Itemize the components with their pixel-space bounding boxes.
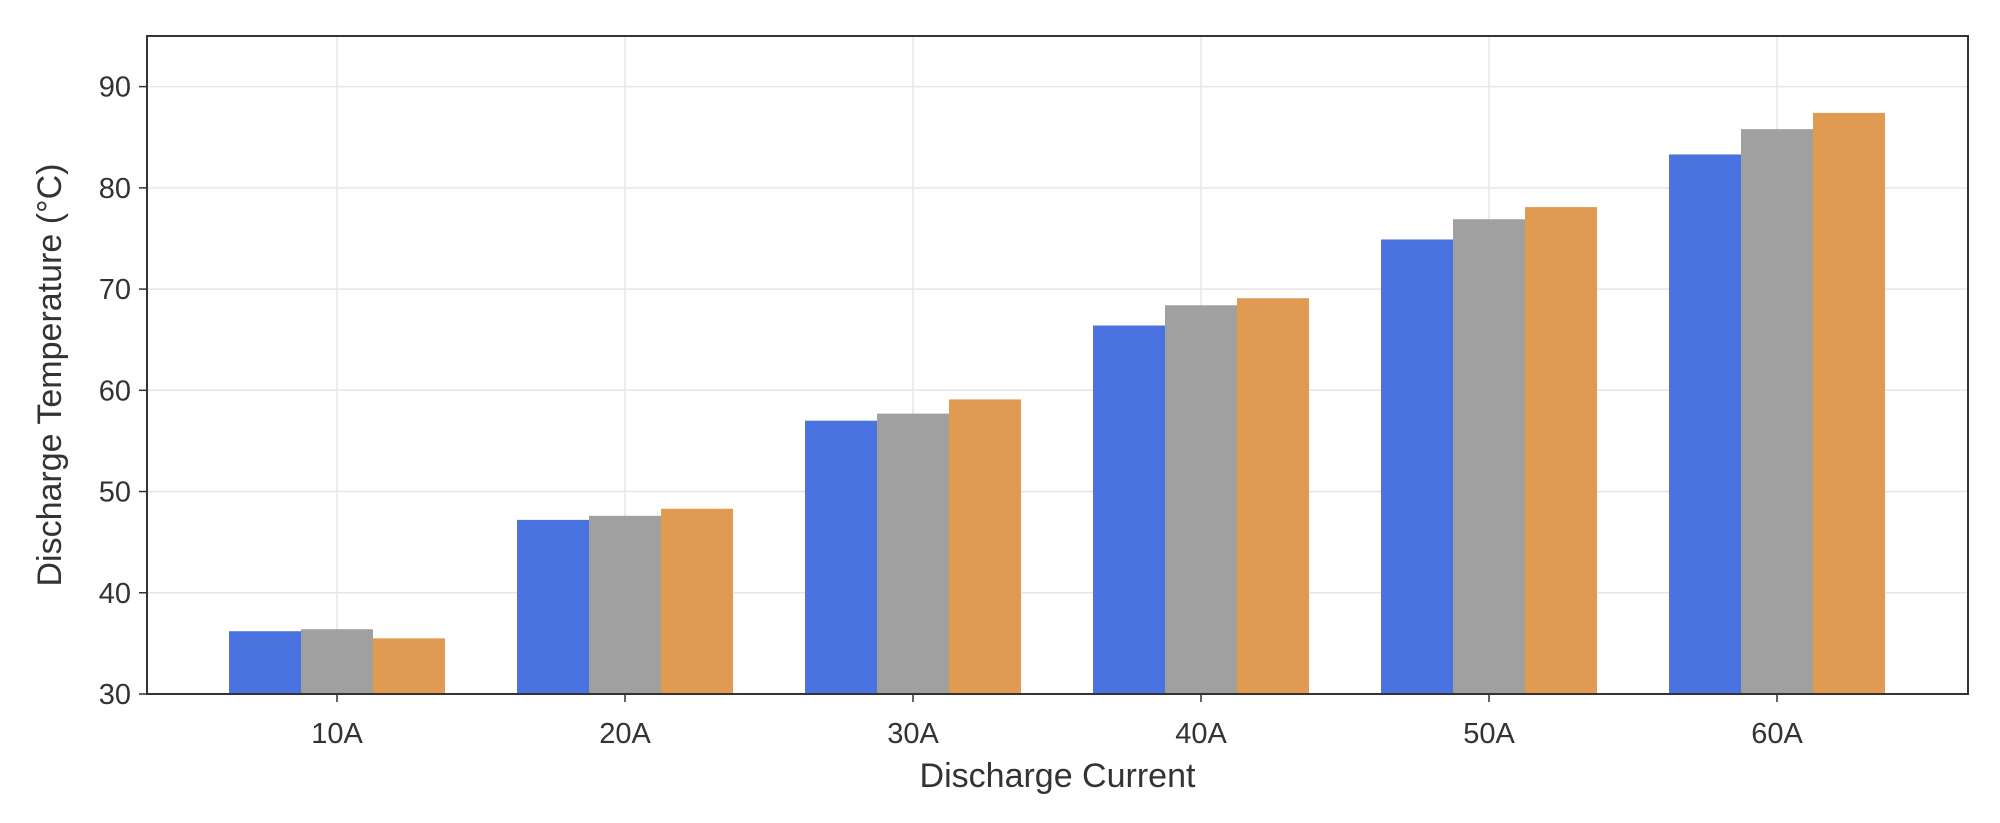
- y-tick-label: 90: [99, 72, 131, 104]
- bar-20A-series-1: [517, 519, 589, 694]
- x-tick-label: 10A: [311, 718, 363, 750]
- bar-50A-series-2: [1453, 219, 1525, 694]
- bar-20A-series-3: [661, 508, 733, 694]
- bar-40A-series-3: [1237, 298, 1309, 694]
- bar-40A-series-2: [1165, 305, 1237, 694]
- x-tick-label: 50A: [1463, 718, 1515, 750]
- x-tick-label: 60A: [1751, 718, 1803, 750]
- bar-20A-series-2: [589, 515, 661, 694]
- x-tick-label: 40A: [1175, 718, 1227, 750]
- bar-60A-series-1: [1669, 154, 1741, 694]
- bar-50A-series-1: [1381, 239, 1453, 694]
- y-tick-label: 80: [99, 173, 131, 205]
- y-axis-label: Discharge Temperature (°C): [31, 163, 69, 586]
- plot-frame: [146, 35, 1969, 695]
- y-tick-label: 50: [99, 477, 131, 509]
- bars: [229, 112, 1885, 695]
- y-tick-label: 70: [99, 274, 131, 306]
- bar-30A-series-3: [949, 399, 1021, 694]
- x-tick-label: 20A: [599, 718, 651, 750]
- bar-30A-series-2: [877, 413, 949, 694]
- bar-30A-series-1: [805, 420, 877, 694]
- axis-ticks: 30 40 50 60 70 80 90 10A 20A 30A 40A 50A 60A: [99, 72, 1804, 750]
- bar-60A-series-2: [1741, 129, 1813, 694]
- x-tick-label: 30A: [887, 718, 939, 750]
- bar-10A-series-3: [373, 638, 445, 694]
- y-tick-label: 30: [99, 679, 131, 711]
- bar-60A-series-3: [1813, 112, 1885, 695]
- y-tick-label: 40: [99, 578, 131, 610]
- bar-50A-series-3: [1525, 207, 1597, 694]
- axis-labels: Discharge Current Discharge Temperature …: [31, 163, 1196, 795]
- bar-10A-series-2: [301, 629, 373, 694]
- bar-40A-series-1: [1093, 325, 1165, 694]
- y-tick-label: 60: [99, 375, 131, 407]
- x-axis-label: Discharge Current: [920, 757, 1196, 795]
- bar-10A-series-1: [229, 631, 301, 694]
